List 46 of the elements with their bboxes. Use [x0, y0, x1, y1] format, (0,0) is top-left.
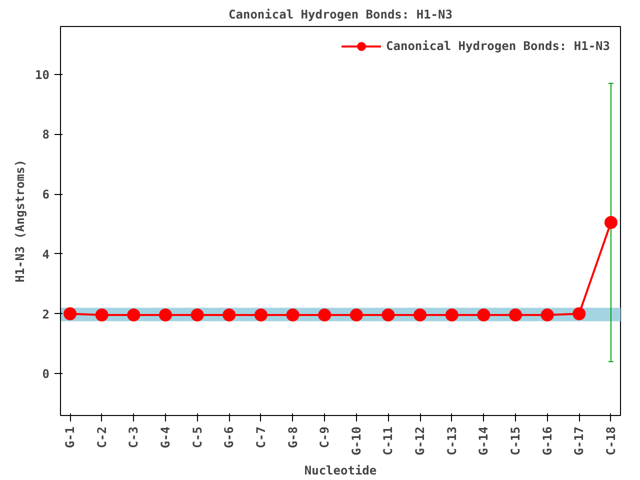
point: [414, 308, 427, 322]
y-tick-label: 2: [42, 307, 50, 322]
x-tick-label: G-1: [63, 426, 78, 448]
y-tick-label: 0: [42, 367, 50, 382]
x-tick-label: C-5: [190, 426, 204, 448]
x-tick-label: C-15: [508, 426, 522, 456]
point: [318, 308, 332, 322]
x-tick-label: G-17: [572, 426, 586, 456]
x-tick-label: C-9: [318, 426, 332, 448]
y-tick-label: 4: [42, 247, 50, 262]
x-axis-title: Nucleotide: [304, 463, 377, 478]
point: [159, 308, 172, 322]
x-tick-label: G-14: [476, 426, 491, 456]
x-tick-label: G-4: [158, 426, 172, 448]
chart-title: Canonical Hydrogen Bonds: H1-N3: [228, 8, 452, 22]
x-tick-label: G-12: [413, 426, 428, 456]
point: [95, 308, 108, 322]
x-tick-label: G-6: [222, 426, 236, 448]
point: [222, 308, 236, 322]
x-tick-label: C-11: [381, 426, 396, 456]
x-tick-label: C-3: [126, 426, 141, 448]
point: [509, 308, 522, 322]
point: [350, 308, 363, 322]
legend-label: Canonical Hydrogen Bonds: H1-N3: [386, 39, 610, 53]
point: [445, 308, 458, 322]
x-tick-label: G-16: [540, 426, 554, 456]
x-tick-label: G-8: [286, 426, 300, 448]
point: [604, 216, 618, 229]
point: [477, 308, 490, 322]
y-axis-title: H1-N3 (Angstroms): [13, 160, 28, 282]
point: [572, 307, 586, 320]
x-tick-label: C-13: [444, 426, 459, 456]
x-tick-label: C-2: [94, 426, 109, 448]
x-tick-label: G-10: [349, 426, 364, 456]
point: [382, 308, 395, 322]
point: [190, 308, 204, 322]
x-tick-label: C-7: [254, 426, 268, 448]
point: [254, 308, 268, 322]
y-tick-label: 8: [42, 128, 50, 142]
point: [540, 308, 554, 322]
point: [127, 308, 140, 322]
y-tick-label: 10: [35, 68, 50, 82]
point: [64, 307, 77, 320]
point: [286, 308, 300, 322]
x-tick-label: C-18: [604, 426, 618, 456]
y-tick-label: 6: [42, 188, 50, 202]
